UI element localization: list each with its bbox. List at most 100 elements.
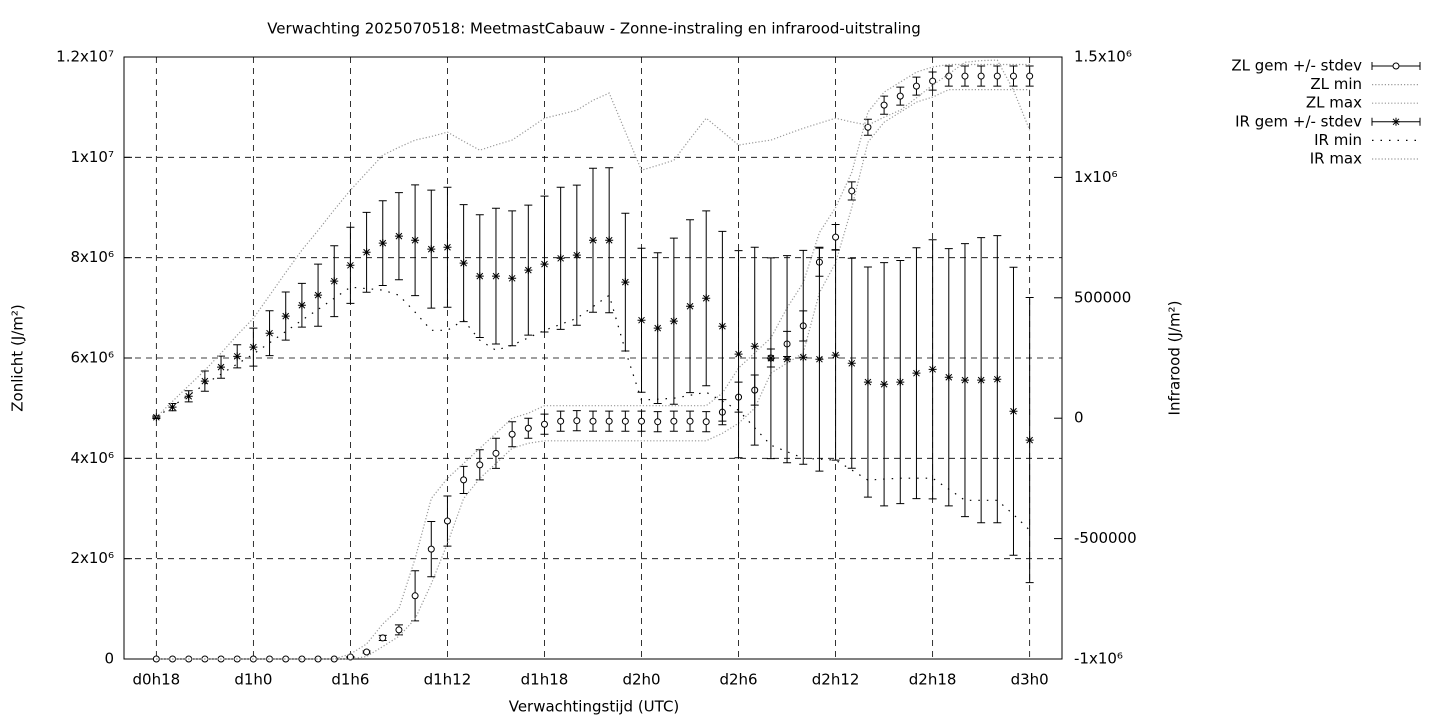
data-point (427, 545, 435, 553)
data-point (427, 245, 436, 254)
x-tick-label: d2h6 (719, 671, 757, 689)
data-point (831, 351, 840, 360)
x-tick-label: d1h0 (234, 671, 272, 689)
data-point (524, 424, 532, 432)
series-line (156, 89, 1030, 660)
data-point (475, 272, 484, 281)
legend-label: ZL max (1306, 94, 1362, 112)
legend-marker (1392, 117, 1400, 126)
data-point (783, 355, 792, 364)
data-point (880, 380, 889, 389)
data-point (508, 274, 517, 283)
data-point (443, 517, 451, 525)
y-axis-label: Zonlicht (J/m²) (9, 304, 27, 412)
data-point (1026, 72, 1034, 80)
data-point (249, 343, 258, 352)
data-point (1025, 436, 1034, 445)
data-point (605, 417, 613, 425)
data-point (556, 254, 565, 263)
chart-title: Verwachting 2025070518: MeetmastCabauw -… (267, 20, 921, 38)
legend-label: IR max (1310, 150, 1362, 168)
data-point (734, 350, 743, 359)
data-point (378, 239, 387, 248)
data-point (589, 236, 597, 245)
x-tick-label: d1h6 (331, 671, 369, 689)
y2-tick-label: 500000 (1074, 288, 1131, 306)
series-line (155, 286, 1031, 531)
data-point (847, 359, 856, 368)
data-point (297, 301, 306, 310)
data-point (654, 418, 662, 426)
y-tick-label: 4x10⁶ (70, 449, 114, 467)
data-point (993, 72, 1001, 80)
data-point (168, 403, 177, 412)
data-point (977, 72, 985, 80)
data-point (298, 655, 306, 663)
data-point (330, 277, 339, 286)
data-point (492, 449, 500, 457)
data-point (265, 329, 274, 338)
data-point (799, 353, 808, 362)
data-point (540, 420, 548, 428)
data-point (960, 376, 969, 385)
data-point (605, 236, 614, 245)
data-point (476, 461, 484, 469)
data-point (702, 418, 710, 426)
x-tick-label: d1h18 (521, 671, 569, 689)
data-point (912, 369, 921, 378)
legend-label: ZL min (1310, 75, 1362, 93)
data-point (863, 378, 872, 387)
data-point (346, 261, 355, 270)
legend-marker (1392, 62, 1400, 70)
data-point (1009, 72, 1017, 80)
data-point (394, 232, 403, 241)
data-point (638, 417, 646, 425)
data-point (314, 655, 322, 663)
data-point (653, 324, 662, 333)
data-point (411, 592, 419, 600)
data-point (637, 316, 646, 325)
data-point (621, 417, 629, 425)
series-line (156, 63, 1030, 660)
legend-label: IR min (1314, 131, 1362, 149)
data-point (282, 655, 290, 663)
data-point (460, 476, 468, 484)
data-point (848, 187, 856, 195)
data-point (233, 352, 242, 361)
data-point (702, 294, 711, 303)
data-point (314, 291, 323, 300)
data-point (217, 363, 226, 372)
data-point (540, 260, 549, 269)
data-point (718, 322, 727, 331)
legend-label: ZL gem +/- stdev (1231, 57, 1362, 75)
data-point (330, 655, 338, 663)
x-tick-label: d2h18 (909, 671, 957, 689)
data-point (589, 417, 597, 425)
data-point (459, 259, 468, 268)
data-point (362, 248, 371, 257)
x-tick-label: d3h0 (1011, 671, 1049, 689)
data-point (184, 392, 193, 401)
y2-tick-label: 1x10⁶ (1074, 168, 1118, 186)
data-point (524, 266, 533, 275)
y-tick-label: 2x10⁶ (70, 549, 114, 567)
data-point (686, 302, 695, 311)
data-point (993, 375, 1002, 384)
y-tick-label: 6x10⁶ (70, 349, 114, 367)
y-tick-label: 1x10⁷ (70, 148, 114, 166)
y2-tick-label: 0 (1074, 409, 1084, 427)
data-point (766, 354, 775, 363)
x-axis-label: Verwachtingstijd (UTC) (509, 698, 680, 716)
data-point (411, 236, 420, 245)
data-point (491, 272, 500, 281)
data-point (961, 72, 969, 80)
x-tick-label: d2h0 (622, 671, 660, 689)
y2-axis-label: Infrarood (J/m²) (1166, 301, 1184, 416)
x-tick-label: d1h12 (424, 671, 472, 689)
data-point (572, 251, 581, 260)
data-point (928, 365, 937, 374)
data-point (832, 233, 840, 241)
x-tick-label: d0h18 (133, 671, 181, 689)
